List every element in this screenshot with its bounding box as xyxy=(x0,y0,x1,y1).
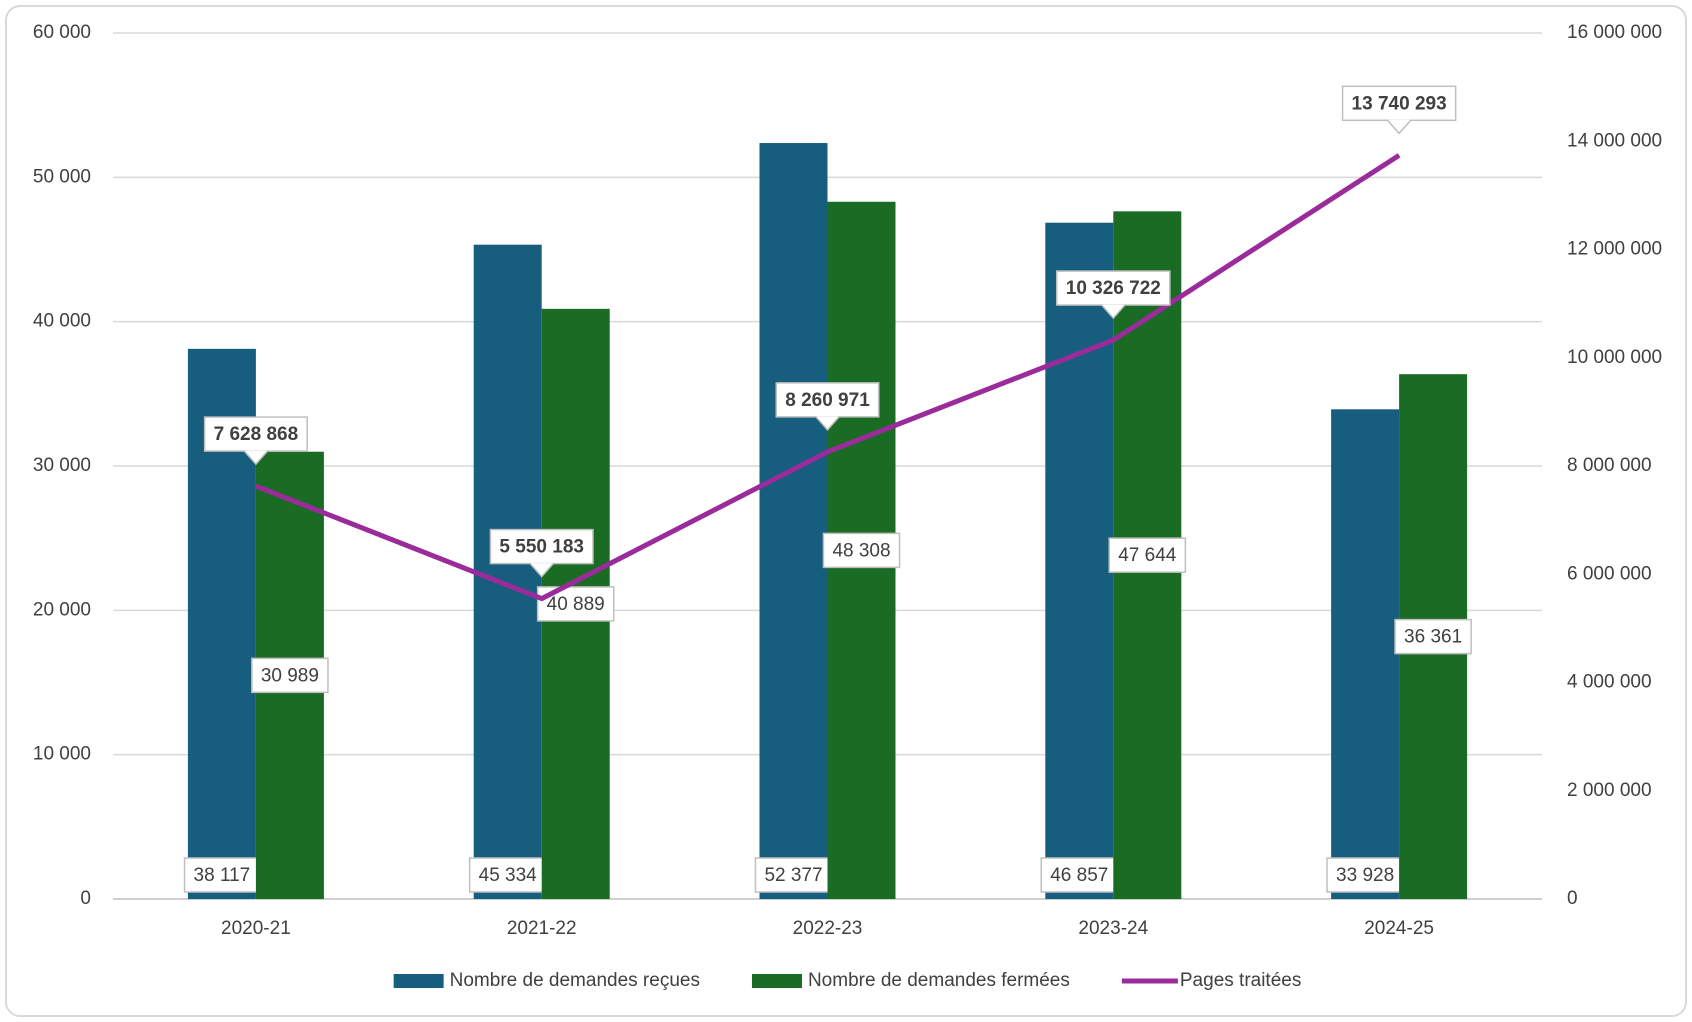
data-label: 5 550 183 xyxy=(489,528,594,578)
data-label: 45 334 xyxy=(468,857,547,893)
data-label: 36 361 xyxy=(1394,618,1472,655)
label-pointer xyxy=(814,415,841,432)
data-label-text: 10 326 722 xyxy=(1066,278,1161,299)
data-label: 48 308 xyxy=(822,532,901,569)
data-label-text: 45 334 xyxy=(479,865,538,886)
data-label-box xyxy=(822,532,901,569)
data-label-text: 36 361 xyxy=(1404,627,1462,648)
y2-tick-label: 12 000 000 xyxy=(1567,239,1662,260)
label-pointer xyxy=(1100,304,1126,320)
data-label-box xyxy=(1108,537,1187,573)
y2-tick-label: 4 000 000 xyxy=(1567,672,1652,693)
data-label-text: 30 989 xyxy=(261,665,319,686)
legend-label: Nombre de demandes reçues xyxy=(450,970,700,991)
data-label-box xyxy=(1326,857,1404,893)
x-tick-label: 2024-25 xyxy=(1364,918,1434,939)
data-label: 33 928 xyxy=(1326,857,1404,893)
y2-tick-label: 16 000 000 xyxy=(1567,22,1662,43)
x-tick-label: 2021-22 xyxy=(507,918,577,939)
data-label: 7 628 868 xyxy=(203,416,308,466)
y-tick-label: 60 000 xyxy=(33,22,91,43)
data-label-text: 47 644 xyxy=(1118,545,1177,566)
data-label-text: 40 889 xyxy=(547,594,605,615)
data-label-box xyxy=(1040,857,1119,893)
data-label-box xyxy=(1341,85,1457,122)
y-tick-label: 0 xyxy=(80,888,91,909)
x-tick-label: 2023-24 xyxy=(1078,918,1148,939)
y2-tick-label: 10 000 000 xyxy=(1567,347,1662,368)
data-label-text: 52 377 xyxy=(764,865,822,886)
label-pointer xyxy=(1386,119,1412,135)
data-label-text: 46 857 xyxy=(1050,865,1108,886)
data-label-text: 13 740 293 xyxy=(1352,93,1447,114)
data-label-text: 7 628 868 xyxy=(214,424,299,445)
y2-tick-label: 6 000 000 xyxy=(1567,563,1652,584)
data-label-box xyxy=(489,528,594,565)
data-label: 52 377 xyxy=(754,857,833,893)
data-label-text: 8 260 971 xyxy=(785,390,870,411)
data-label-text: 48 308 xyxy=(832,540,890,561)
data-label-box xyxy=(203,416,308,452)
data-label-text: 38 117 xyxy=(194,865,251,886)
bar xyxy=(759,143,828,900)
legend-label: Pages traitées xyxy=(1180,970,1301,991)
y2-tick-label: 14 000 000 xyxy=(1567,130,1662,151)
data-label-box xyxy=(1394,618,1472,655)
line xyxy=(254,153,1401,602)
bar xyxy=(1331,409,1400,899)
data-label: 46 857 xyxy=(1040,857,1119,893)
bar xyxy=(1045,222,1114,900)
data-label: 47 644 xyxy=(1108,537,1187,573)
data-label: 30 989 xyxy=(251,657,329,694)
y-tick-label: 50 000 xyxy=(33,166,91,187)
x-tick-label: 2022-23 xyxy=(793,918,863,939)
y-tick-label: 20 000 xyxy=(33,599,91,620)
data-label: 8 260 971 xyxy=(775,382,880,432)
legend-swatch xyxy=(751,974,802,988)
label-pointer xyxy=(529,562,555,578)
x-tick-label: 2020-21 xyxy=(221,918,291,939)
data-label-text: 33 928 xyxy=(1336,865,1394,886)
legend-swatch xyxy=(393,974,444,988)
y2-tick-label: 2 000 000 xyxy=(1567,780,1652,801)
data-label: 13 740 293 xyxy=(1341,85,1457,135)
legend-label: Nombre de demandes fermées xyxy=(808,970,1070,991)
data-label: 38 117 xyxy=(183,857,261,893)
data-label-box xyxy=(468,857,547,893)
y-tick-label: 30 000 xyxy=(33,455,91,476)
y2-tick-label: 8 000 000 xyxy=(1567,455,1652,476)
data-label-box xyxy=(251,657,329,694)
data-label-text: 5 550 183 xyxy=(499,537,584,558)
bar xyxy=(473,244,542,899)
data-label-box xyxy=(754,857,833,893)
data-label: 10 326 722 xyxy=(1056,270,1171,320)
y2-tick-label: 0 xyxy=(1567,888,1578,909)
legend: Nombre de demandes reçues Nombre de deman… xyxy=(393,970,1301,991)
data-label-box xyxy=(775,382,880,418)
y-tick-label: 40 000 xyxy=(33,311,91,332)
y-tick-label: 10 000 xyxy=(33,744,91,765)
label-pointer xyxy=(243,450,269,466)
